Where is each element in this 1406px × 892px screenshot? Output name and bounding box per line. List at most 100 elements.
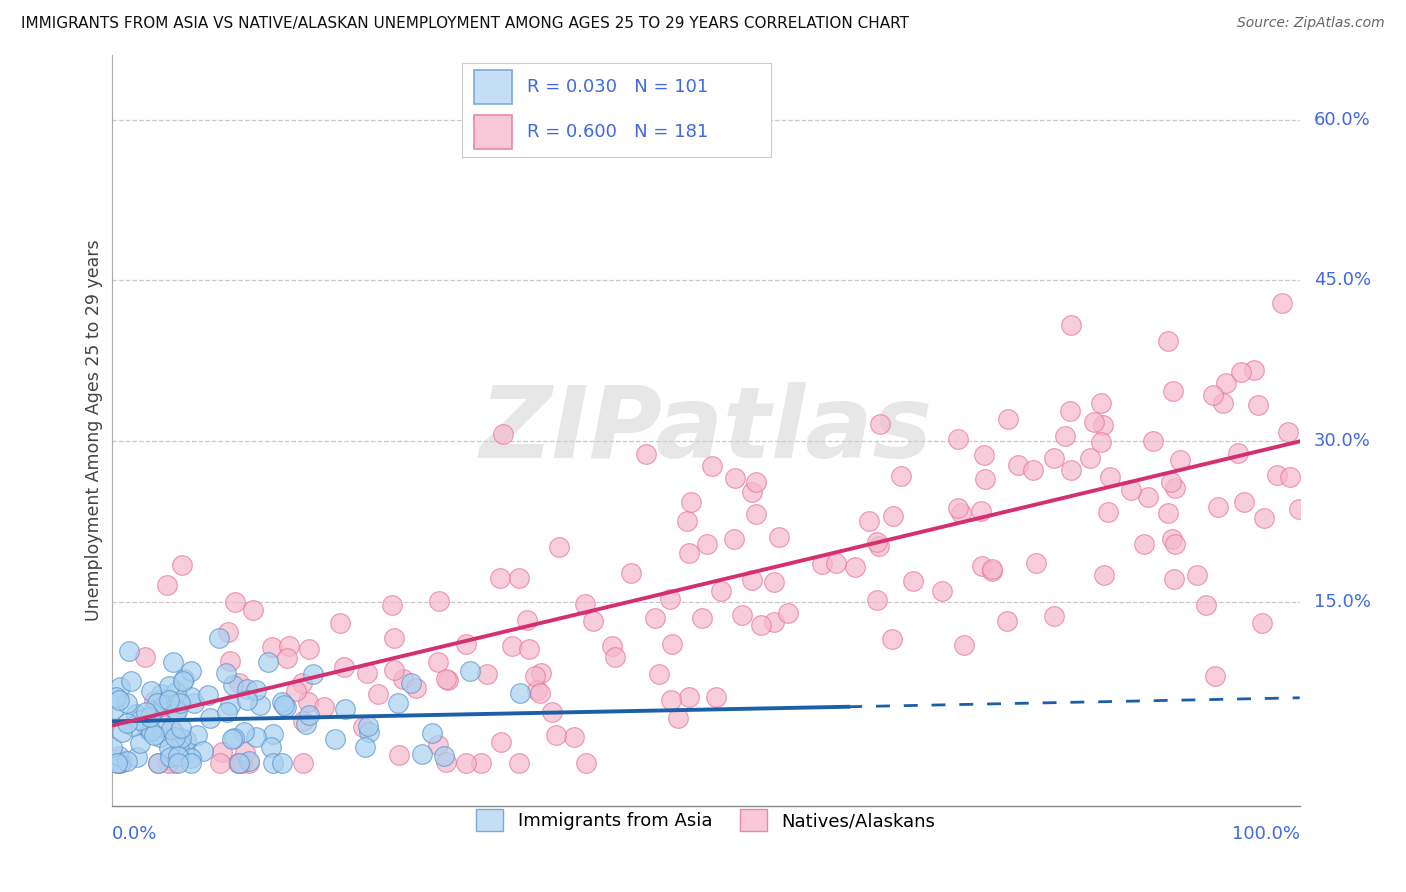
Text: 0.0%: 0.0%	[111, 825, 157, 843]
Point	[969, 503, 991, 517]
Point	[1083, 416, 1105, 430]
Point	[107, 751, 129, 765]
Point	[949, 506, 972, 520]
Point	[170, 731, 193, 745]
Point	[159, 750, 181, 764]
Point	[420, 726, 443, 740]
Point	[1253, 511, 1275, 525]
Point	[165, 685, 187, 699]
Point	[174, 746, 197, 760]
Point	[381, 598, 404, 612]
Point	[973, 448, 995, 462]
Point	[245, 731, 267, 745]
Point	[763, 574, 786, 589]
Point	[165, 705, 187, 719]
Point	[741, 485, 763, 500]
Point	[208, 631, 231, 645]
Point	[122, 719, 145, 733]
Point	[127, 749, 149, 764]
Point	[108, 693, 131, 707]
Point	[1090, 396, 1112, 410]
Point	[1078, 450, 1101, 465]
Point	[574, 598, 596, 612]
Point	[704, 690, 727, 704]
Point	[183, 696, 205, 710]
Point	[157, 740, 180, 755]
Point	[150, 687, 173, 701]
Point	[165, 731, 187, 745]
Point	[238, 756, 260, 771]
Point	[530, 666, 553, 681]
Text: 30.0%: 30.0%	[1315, 433, 1371, 450]
Point	[263, 727, 285, 741]
Point	[157, 692, 180, 706]
Point	[174, 732, 197, 747]
Point	[226, 756, 249, 771]
Point	[454, 756, 477, 771]
Point	[354, 739, 377, 754]
Point	[353, 720, 375, 734]
Point	[139, 710, 162, 724]
Point	[868, 540, 890, 554]
Point	[297, 641, 319, 656]
Text: 60.0%: 60.0%	[1315, 111, 1371, 128]
Point	[1230, 365, 1253, 379]
Point	[242, 603, 264, 617]
Point	[149, 730, 172, 744]
Point	[866, 592, 889, 607]
Point	[768, 531, 790, 545]
Point	[946, 433, 969, 447]
Point	[1160, 475, 1182, 489]
Point	[1133, 537, 1156, 551]
Point	[180, 664, 202, 678]
Point	[172, 673, 194, 688]
Point	[228, 756, 250, 771]
Point	[105, 756, 128, 771]
Point	[329, 615, 352, 630]
Point	[152, 698, 174, 713]
Point	[156, 578, 179, 592]
Point	[1164, 537, 1187, 551]
Point	[157, 679, 180, 693]
Point	[1059, 404, 1081, 418]
Point	[491, 426, 513, 441]
Point	[1164, 481, 1187, 495]
Point	[456, 637, 478, 651]
Point	[145, 696, 167, 710]
Point	[1053, 429, 1076, 443]
Point	[1097, 505, 1119, 519]
Point	[107, 756, 129, 771]
Point	[167, 748, 190, 763]
Point	[690, 611, 713, 625]
Point	[128, 736, 150, 750]
Point	[866, 535, 889, 549]
Point	[1187, 568, 1209, 582]
Point	[710, 583, 733, 598]
Point	[387, 696, 409, 710]
Point	[1090, 435, 1112, 450]
Point	[260, 740, 283, 755]
Point	[235, 693, 257, 707]
Point	[659, 692, 682, 706]
Point	[160, 723, 183, 737]
Point	[1007, 458, 1029, 473]
Point	[723, 470, 745, 484]
Point	[844, 560, 866, 574]
Point	[1022, 463, 1045, 477]
Point	[744, 475, 766, 490]
Y-axis label: Unemployment Among Ages 25 to 29 years: Unemployment Among Ages 25 to 29 years	[86, 240, 103, 622]
Point	[271, 756, 294, 771]
Point	[169, 696, 191, 710]
Point	[647, 667, 669, 681]
Point	[678, 546, 700, 560]
Point	[1251, 615, 1274, 630]
Point	[291, 714, 314, 728]
Point	[388, 747, 411, 762]
Point	[166, 704, 188, 718]
Point	[333, 702, 356, 716]
Text: 100.0%: 100.0%	[1232, 825, 1299, 843]
Point	[297, 695, 319, 709]
Point	[995, 614, 1018, 628]
Point	[357, 725, 380, 739]
Point	[224, 731, 246, 746]
